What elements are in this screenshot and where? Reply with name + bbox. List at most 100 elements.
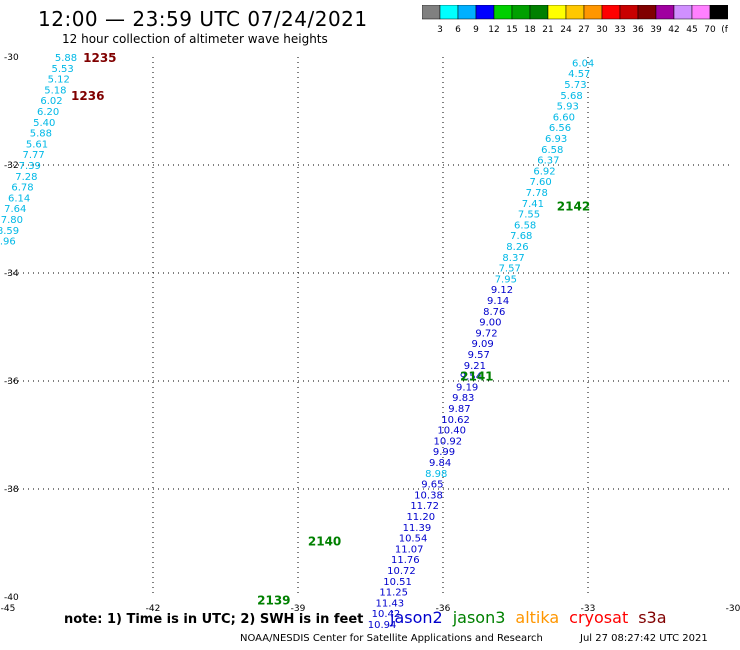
credit-line: NOAA/NESDIS Center for Satellite Applica… (240, 633, 543, 644)
swh-value: 7.68 (510, 231, 532, 242)
swh-value: 9.09 (472, 339, 494, 350)
swh-value: 10.42 (372, 609, 401, 620)
swh-value: 8.26 (506, 242, 528, 253)
swh-value: 9.84 (429, 458, 451, 469)
y-tick-label: -32 (4, 161, 19, 171)
swh-value: 8.59 (0, 226, 19, 237)
pass-number-label: 2140 (308, 534, 341, 548)
swh-value: 9.57 (468, 350, 490, 361)
swh-value: 11.72 (410, 501, 439, 512)
x-tick-label: -39 (291, 604, 306, 614)
swh-value: 5.88 (55, 53, 77, 64)
swh-value: 11.39 (403, 523, 432, 534)
swh-value: 10.40 (437, 426, 466, 437)
swh-value: 7.55 (518, 210, 540, 221)
swh-value: 11.43 (376, 598, 405, 609)
map-title: 12:00 — 23:59 UTC 07/24/2021 (38, 7, 368, 31)
swh-value: 10.62 (441, 415, 470, 426)
colorbar-label: 36 (632, 25, 644, 35)
colorbar-label: 3 (437, 25, 443, 35)
x-tick-label: -30 (726, 604, 740, 614)
swh-value: 5.88 (30, 129, 52, 140)
swh-value: 6.78 (11, 183, 33, 194)
swh-value: 9.87 (448, 404, 470, 415)
swh-value: 10.54 (399, 534, 428, 545)
swh-value: 6.58 (541, 145, 563, 156)
colorbar-label: 21 (542, 25, 553, 35)
swh-value: 9.21 (464, 361, 486, 372)
colorbar-swatch (709, 5, 728, 20)
swh-value: 5.68 (560, 91, 582, 102)
swh-value: 8.37 (502, 253, 524, 264)
map-subtitle: 12 hour collection of altimeter wave hei… (62, 32, 328, 46)
colorbar-label: 30 (596, 25, 608, 35)
swh-value: 10.72 (387, 566, 416, 577)
swh-value: 7.80 (1, 215, 23, 226)
satellite-legend: jason2 jason3 altika cryosat s3a (390, 608, 677, 627)
y-tick-label: -40 (4, 593, 19, 603)
colorbar-label: 39 (650, 25, 662, 35)
swh-value: 6.58 (514, 220, 536, 231)
legend-altika: altika (515, 608, 560, 627)
swh-value: 5.12 (48, 75, 70, 86)
colorbar-label: 24 (560, 25, 572, 35)
swh-value: 9.72 (475, 328, 497, 339)
swh-value: 7.64 (4, 204, 26, 215)
swh-value: 5.93 (557, 102, 579, 113)
colorbar-label: 18 (524, 25, 536, 35)
swh-value: 8.98 (425, 469, 447, 480)
swh-value: 9.14 (487, 296, 509, 307)
legend-cryosat: cryosat (569, 608, 629, 627)
footer-note: note: 1) Time is in UTC; 2) SWH is in fe… (64, 612, 364, 627)
swh-value: 9.12 (491, 285, 513, 296)
swh-value: 7.77 (22, 150, 44, 161)
generation-timestamp: Jul 27 08:27:42 UTC 2021 (580, 633, 708, 644)
colorbar-label: 33 (614, 25, 625, 35)
swh-value: 9.83 (452, 393, 474, 404)
swh-value: 11.20 (406, 512, 435, 523)
y-tick-label: -38 (4, 485, 19, 495)
legend-jason3: jason3 (452, 608, 506, 627)
swh-value: 8.96 (0, 237, 16, 248)
swh-value: 7.95 (495, 274, 517, 285)
swh-value: 10.92 (434, 436, 463, 447)
colorbar-label: 9 (473, 25, 479, 35)
swh-value: 7.39 (19, 161, 41, 172)
swh-value: 9.54 (460, 372, 482, 383)
swh-value: 11.07 (395, 544, 424, 555)
swh-value: 5.53 (51, 64, 73, 75)
swh-value: 5.40 (33, 118, 55, 129)
pass-number-label: 2141 (460, 370, 493, 384)
colorbar-label: (ft) (721, 25, 728, 35)
swh-value: 11.76 (391, 555, 420, 566)
pass-number-label: 1235 (83, 51, 116, 65)
swh-value: 6.60 (553, 112, 575, 123)
swh-value: 10.38 (414, 490, 443, 501)
swh-value: 6.20 (37, 107, 59, 118)
swh-value: 9.19 (456, 382, 478, 393)
swh-value: 6.93 (545, 134, 567, 145)
swh-value: 10.94 (368, 620, 397, 631)
swh-value: 6.02 (40, 96, 62, 107)
legend-s3a: s3a (638, 608, 667, 627)
colorbar-label: 42 (668, 25, 679, 35)
swh-value: 7.60 (530, 177, 552, 188)
swh-value: 6.56 (549, 123, 571, 134)
x-tick-label: -42 (146, 604, 161, 614)
swh-value: 9.65 (421, 480, 443, 491)
colorbar-label: 45 (686, 25, 697, 35)
y-tick-label: -36 (4, 377, 19, 387)
swh-value: 7.78 (526, 188, 548, 199)
colorbar-label: 27 (578, 25, 589, 35)
swh-value: 5.61 (26, 139, 48, 150)
x-tick-label: -33 (581, 604, 596, 614)
swh-value: 7.28 (15, 172, 37, 183)
colorbar-label: 70 (704, 25, 716, 35)
colorbar-label: 15 (506, 25, 517, 35)
swh-value: 5.73 (564, 80, 586, 91)
legend-jason2: jason2 (390, 608, 443, 627)
colorbar-label: 6 (455, 25, 461, 35)
y-tick-label: -34 (4, 269, 19, 279)
